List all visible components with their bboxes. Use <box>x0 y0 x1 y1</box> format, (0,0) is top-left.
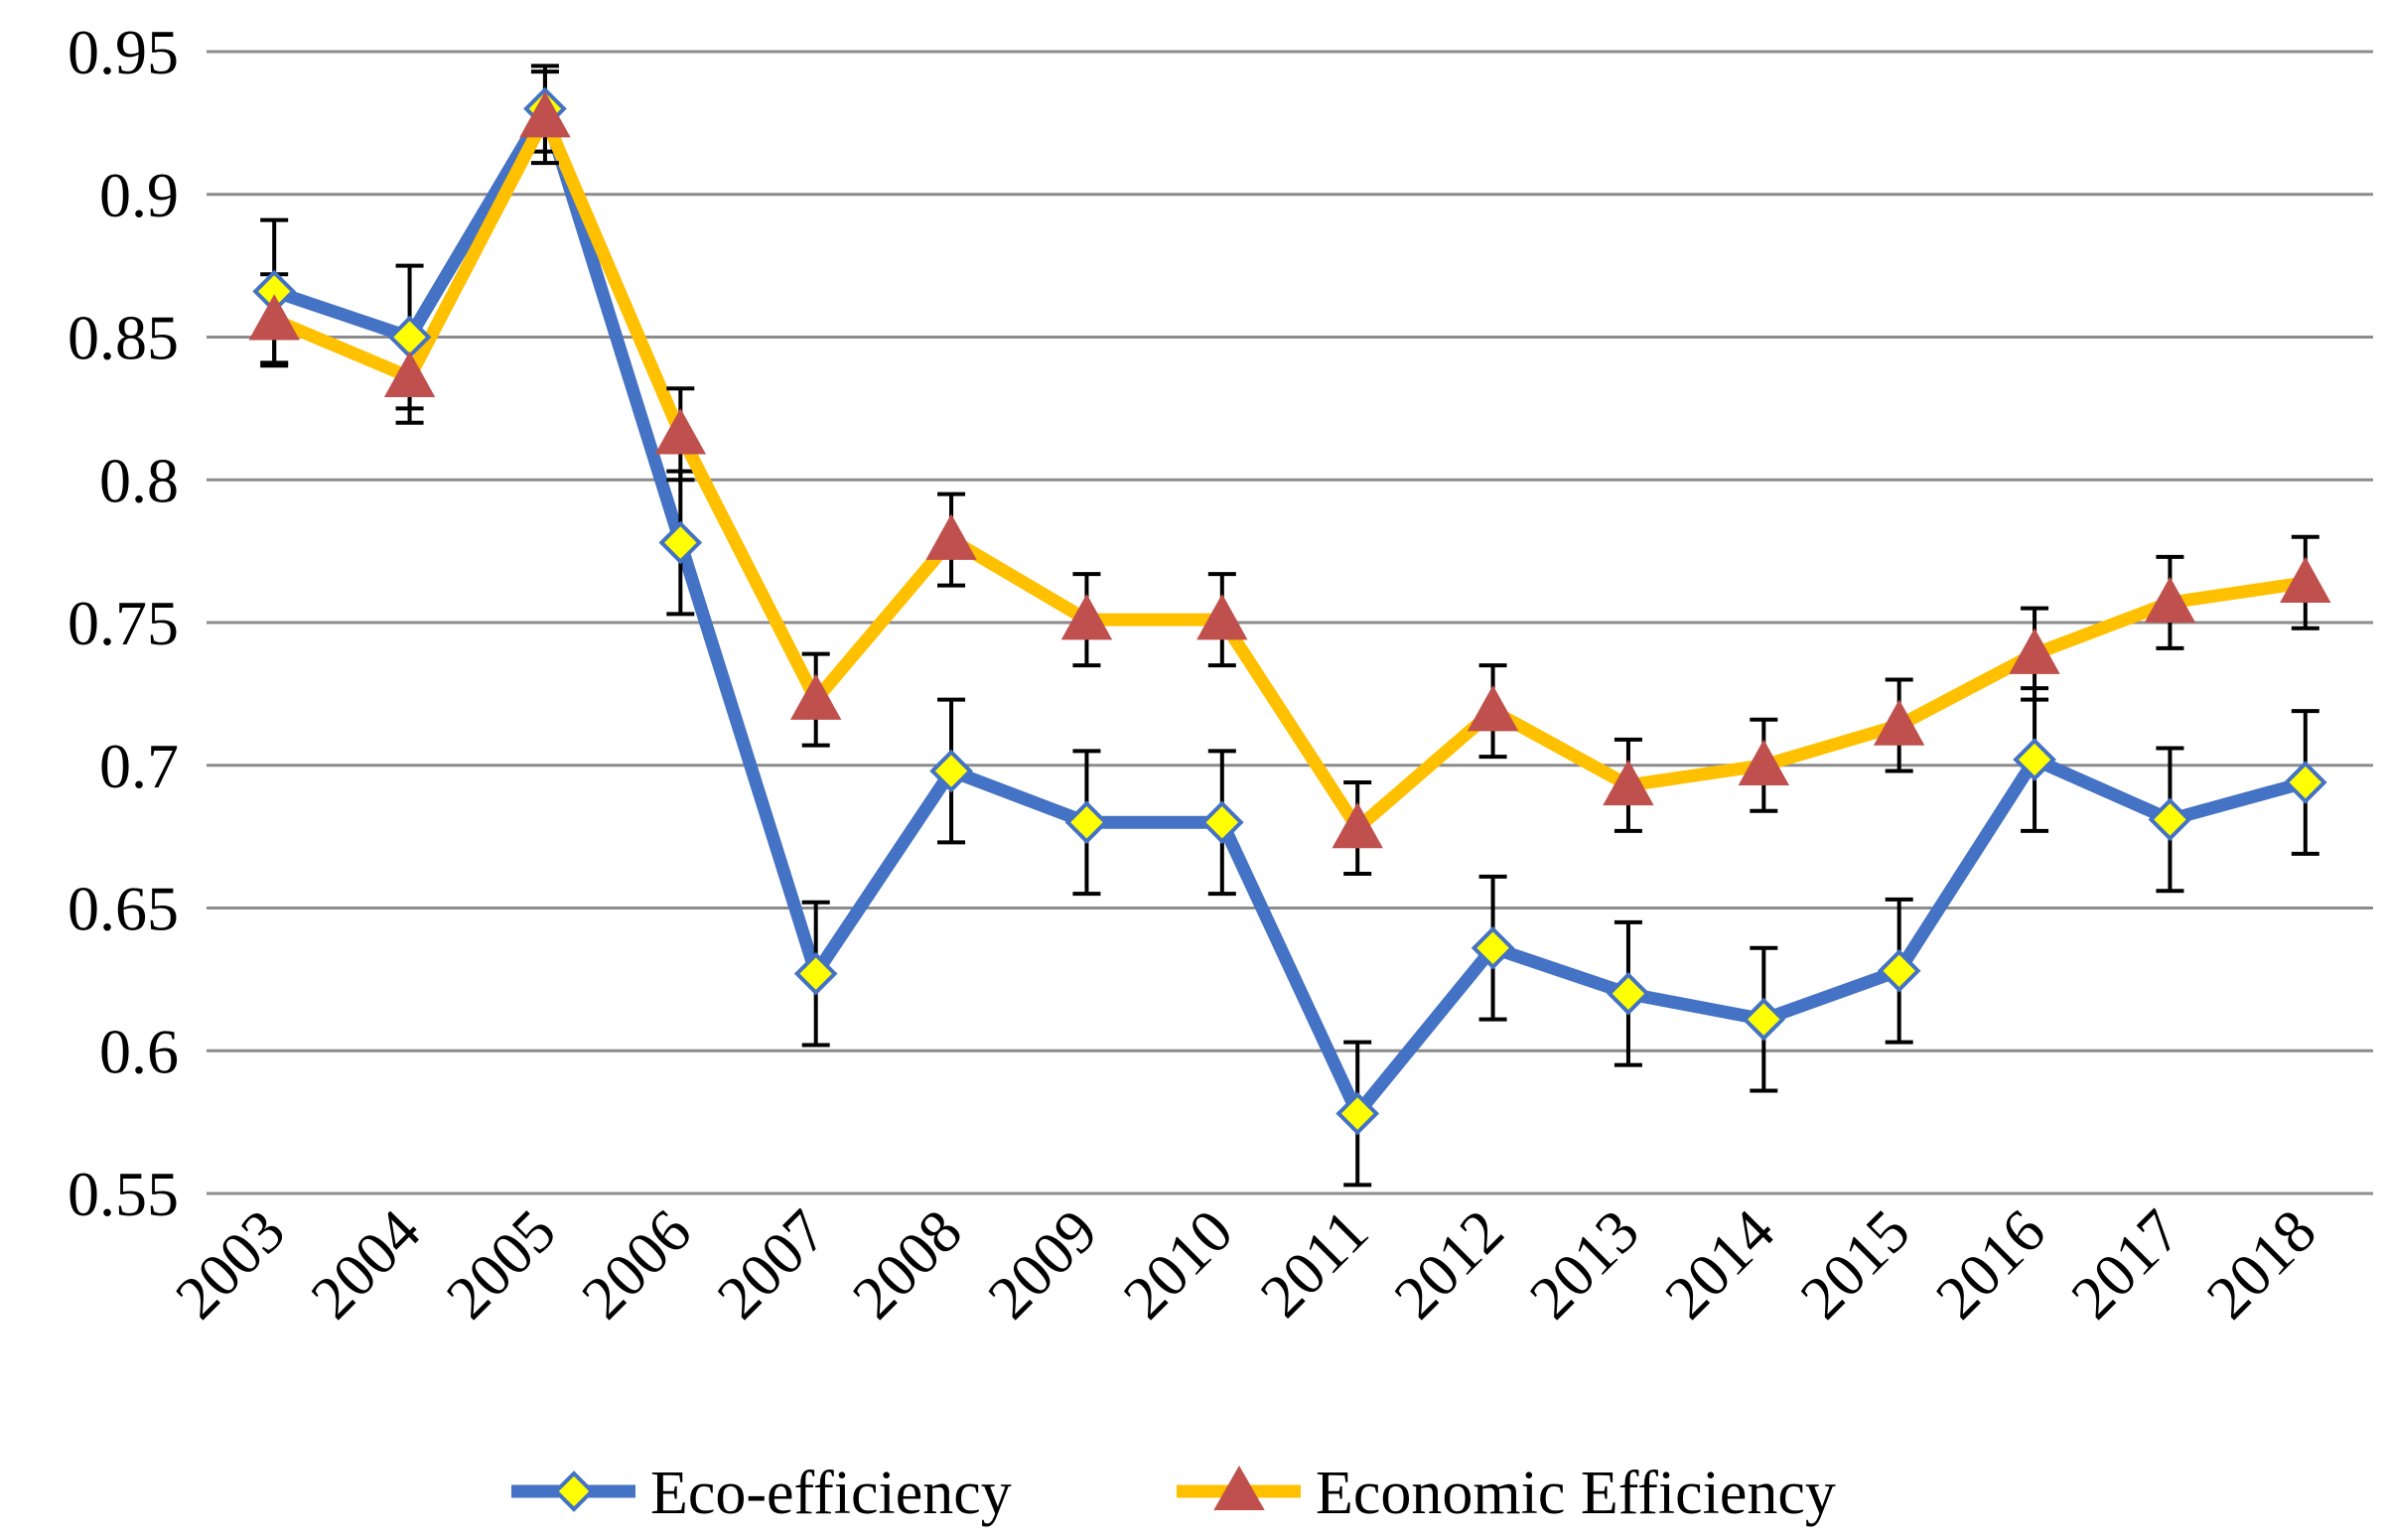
series-markers <box>252 86 2327 1136</box>
data-point-marker <box>2009 628 2060 674</box>
data-point-marker <box>1873 699 1925 746</box>
data-point-marker <box>1335 1091 1380 1136</box>
series-markers <box>248 91 2331 849</box>
y-tick-label: 0.6 <box>99 1016 179 1086</box>
x-tick-label: 2008 <box>840 1197 975 1332</box>
data-point-marker <box>2144 576 2196 624</box>
data-point-marker <box>2148 797 2192 842</box>
y-tick-label: 0.9 <box>99 160 179 230</box>
x-tick-label: 2012 <box>1382 1197 1517 1332</box>
data-point-marker <box>1196 594 1248 640</box>
x-tick-label: 2010 <box>1111 1197 1246 1332</box>
x-tick-label: 2007 <box>705 1197 840 1332</box>
data-point-marker <box>1199 800 1244 845</box>
data-point-marker <box>2013 738 2056 781</box>
y-tick-label: 0.75 <box>68 588 179 658</box>
y-tick-label: 0.8 <box>99 445 179 515</box>
x-tick-label: 2013 <box>1517 1197 1652 1332</box>
x-tick-label: 2003 <box>163 1197 298 1332</box>
legend-econ-label: Economic Efficiency <box>1316 1460 1836 1527</box>
legend-econ-marker <box>1213 1465 1265 1510</box>
series-line <box>267 102 2313 1120</box>
data-point-marker <box>925 513 977 560</box>
x-tick-label: 2016 <box>1923 1197 2058 1332</box>
gridlines <box>207 50 2373 1195</box>
x-tick-label: 2009 <box>976 1197 1111 1332</box>
data-point-marker <box>1332 801 1383 849</box>
data-point-marker <box>929 749 973 793</box>
data-point-marker <box>793 951 838 996</box>
data-point-marker <box>2283 761 2327 804</box>
data-point-marker <box>1877 948 1921 993</box>
y-axis-ticks: 0.55 0.6 0.65 0.7 0.75 0.8 0.85 0.9 0.95 <box>68 17 179 1229</box>
x-tick-label: 2006 <box>569 1197 704 1332</box>
data-point-marker <box>1607 971 1650 1016</box>
data-point-marker <box>1603 759 1654 806</box>
x-tick-label: 2011 <box>1248 1197 1381 1330</box>
series-layer <box>248 64 2331 1188</box>
legend-eco-marker <box>553 1470 595 1512</box>
data-point-marker <box>383 350 436 397</box>
x-tick-label: 2005 <box>434 1197 569 1332</box>
legend-eco-label: Eco-efficiency <box>650 1460 1012 1527</box>
data-point-marker <box>654 408 707 455</box>
x-tick-label: 2004 <box>299 1197 434 1332</box>
data-point-marker <box>1738 739 1790 785</box>
data-point-marker <box>2280 556 2331 603</box>
y-tick-label: 0.55 <box>68 1159 179 1229</box>
data-point-marker <box>789 673 842 720</box>
x-tick-label: 2015 <box>1788 1197 1923 1332</box>
data-point-marker <box>1471 925 1515 970</box>
data-point-marker <box>1467 685 1519 732</box>
y-tick-label: 0.85 <box>68 303 179 373</box>
y-tick-label: 0.95 <box>68 17 179 87</box>
series-line <box>267 110 2313 835</box>
x-axis-ticks: 2003 2004 2005 2006 2007 2008 2009 2010 2011 2012… <box>163 1197 2328 1332</box>
y-tick-label: 0.7 <box>99 731 179 801</box>
data-point-marker <box>248 294 300 341</box>
data-point-marker <box>1064 800 1109 845</box>
data-point-marker <box>519 91 571 138</box>
data-point-marker <box>1742 997 1786 1042</box>
legend: Eco-efficiency Economic Efficiency <box>511 1460 1836 1527</box>
x-tick-label: 2017 <box>2059 1197 2194 1332</box>
y-tick-label: 0.65 <box>68 874 179 944</box>
series-economic-efficiency <box>260 70 2319 876</box>
series-eco-efficiency <box>260 64 2319 1188</box>
x-tick-label: 2014 <box>1652 1197 1787 1332</box>
data-point-marker <box>1060 594 1113 640</box>
data-point-marker <box>658 520 703 565</box>
x-tick-label: 2018 <box>2194 1197 2329 1332</box>
